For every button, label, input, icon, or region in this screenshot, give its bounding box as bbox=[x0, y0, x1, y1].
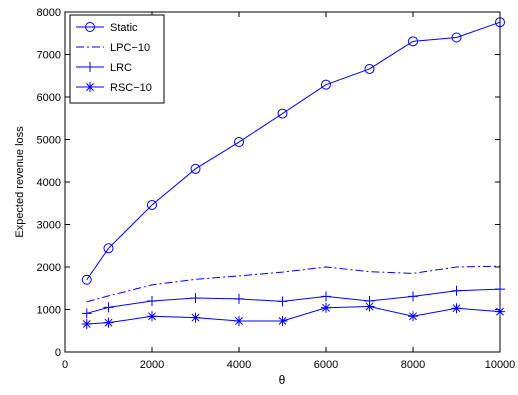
data-point-rsc-10 bbox=[321, 302, 331, 313]
data-point-rsc-10 bbox=[190, 312, 201, 323]
x-tick-label: 6000 bbox=[314, 359, 338, 371]
data-point-static bbox=[364, 63, 375, 74]
x-tick-label: 8000 bbox=[401, 359, 425, 371]
y-tick-label: 7000 bbox=[37, 50, 61, 62]
legend-marker-lrc bbox=[85, 62, 95, 72]
series-lrc bbox=[81, 284, 505, 319]
data-point-lrc bbox=[147, 296, 157, 306]
y-tick-label: 2000 bbox=[37, 262, 61, 274]
x-tick-label: 10000 bbox=[485, 359, 516, 371]
data-point-rsc-10 bbox=[451, 303, 462, 314]
data-point-static bbox=[495, 17, 505, 28]
data-point-lrc bbox=[321, 291, 331, 302]
series-lpc-10 bbox=[86, 265, 501, 303]
x-axis-label: θ bbox=[279, 373, 286, 387]
data-point-static bbox=[190, 163, 201, 174]
y-tick-label: 0 bbox=[55, 347, 61, 359]
y-tick-label: 4000 bbox=[37, 177, 61, 189]
data-point-rsc-10 bbox=[147, 311, 157, 322]
data-point-lrc bbox=[103, 302, 114, 313]
series-layer bbox=[81, 17, 505, 329]
x-tick-label: 4000 bbox=[227, 359, 251, 371]
data-point-static bbox=[321, 79, 331, 90]
data-point-rsc-10 bbox=[234, 315, 244, 326]
data-point-lrc bbox=[451, 285, 462, 296]
data-point-rsc-10 bbox=[364, 301, 375, 312]
data-point-static bbox=[408, 36, 418, 47]
legend-label-static: Static bbox=[110, 22, 138, 34]
data-point-static bbox=[81, 274, 92, 285]
legend-label-lpc-10: LPC−10 bbox=[110, 42, 150, 54]
legend-box bbox=[69, 14, 165, 104]
data-point-static bbox=[277, 108, 288, 119]
legend-label-rsc-10: RSC−10 bbox=[110, 82, 152, 94]
data-point-rsc-10 bbox=[103, 317, 114, 328]
data-point-lrc bbox=[190, 293, 201, 304]
y-tick-label: 8000 bbox=[37, 7, 61, 19]
y-tick-label: 5000 bbox=[37, 135, 61, 147]
data-point-lrc bbox=[81, 308, 92, 319]
x-axis: 0 2000 4000 6000 8000 10000 bbox=[62, 12, 515, 371]
data-point-static bbox=[451, 32, 462, 43]
data-point-lrc bbox=[408, 291, 418, 302]
legend-marker-rsc-10 bbox=[85, 82, 95, 92]
y-tick-label: 3000 bbox=[37, 220, 61, 232]
series-static bbox=[81, 17, 505, 285]
x-tick-label: 2000 bbox=[140, 359, 164, 371]
series-rsc-10 bbox=[81, 301, 505, 329]
series-line-static bbox=[86, 21, 501, 281]
data-point-rsc-10 bbox=[277, 315, 288, 326]
y-axis-label: Expected revenue loss bbox=[14, 126, 26, 238]
y-tick-label: 6000 bbox=[37, 92, 61, 104]
data-point-static bbox=[147, 199, 157, 210]
data-point-static bbox=[103, 243, 114, 254]
legend-label-lrc: LRC bbox=[110, 62, 132, 74]
data-point-rsc-10 bbox=[81, 318, 92, 329]
data-point-static bbox=[234, 137, 244, 148]
data-point-lrc bbox=[277, 296, 288, 307]
data-point-rsc-10 bbox=[408, 311, 418, 322]
legend: Static LPC−10 LRC RSC−10 bbox=[69, 14, 165, 104]
y-axis: 0 1000 2000 3000 4000 5000 6000 7000 8000 bbox=[37, 7, 500, 359]
data-point-lrc bbox=[234, 293, 244, 304]
y-tick-label: 1000 bbox=[37, 305, 61, 317]
data-point-rsc-10 bbox=[495, 306, 505, 317]
series-line-lpc-10 bbox=[86, 265, 501, 303]
x-tick-label: 0 bbox=[62, 359, 68, 371]
legend-marker-static bbox=[85, 22, 95, 32]
data-point-lrc bbox=[495, 284, 505, 295]
